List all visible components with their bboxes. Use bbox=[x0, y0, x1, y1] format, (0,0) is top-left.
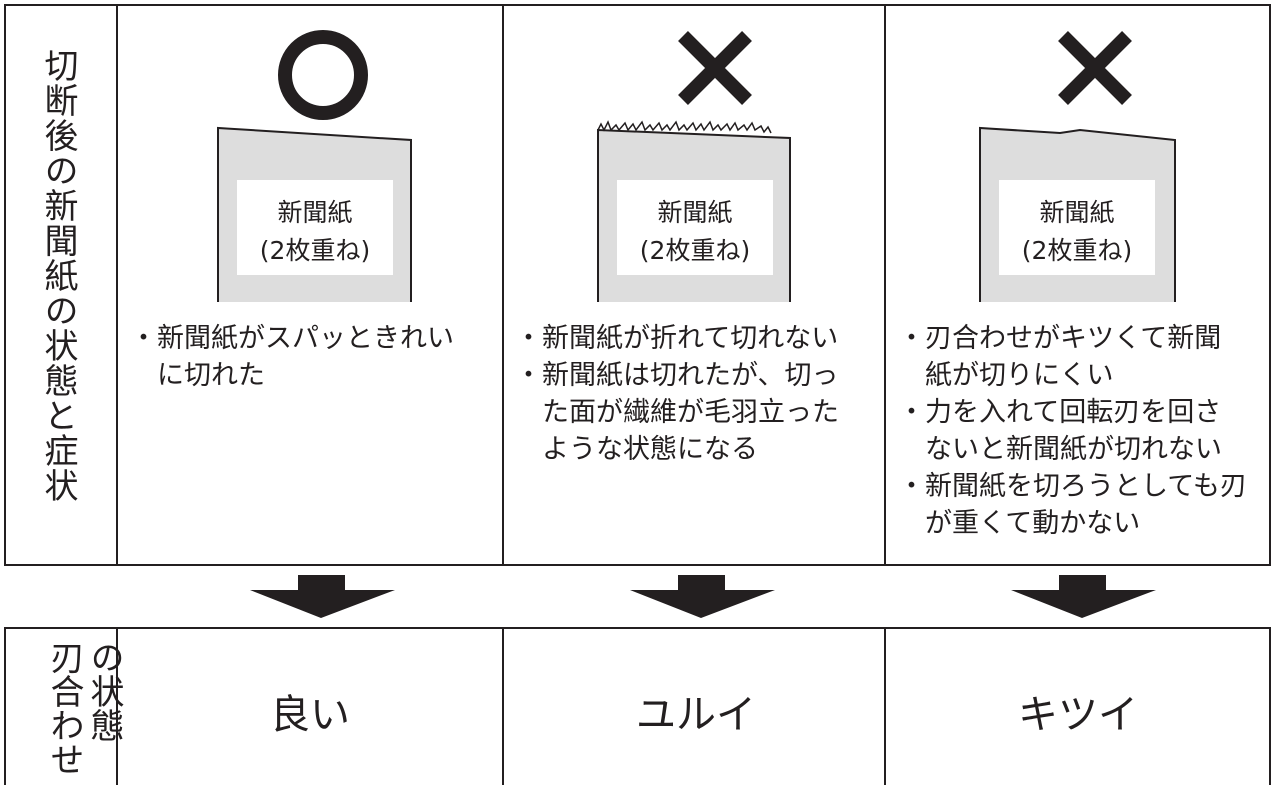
paper-label: 新聞紙 bbox=[277, 198, 353, 227]
paper-label: 新聞紙 bbox=[657, 198, 733, 227]
row-header: 刃合わせ の状態 bbox=[44, 640, 124, 776]
state-label: 良い bbox=[270, 692, 350, 738]
paper-label: 新聞紙 bbox=[1039, 198, 1115, 227]
symptom-item: 刃合わせがキツくて新聞紙が切りにくい bbox=[898, 320, 1248, 394]
symptom-list: 新聞紙がスパッときれいに切れた bbox=[130, 320, 480, 394]
row-header: 切断後の新聞紙の状態と症状 bbox=[38, 48, 78, 503]
symptom-item: 新聞紙を切ろうとしても刃が重くて動かない bbox=[898, 468, 1248, 542]
paper-label: (2枚重ね) bbox=[1021, 236, 1133, 265]
symptom-item: 新聞紙が折れて切れない bbox=[515, 320, 865, 357]
symptom-list: 新聞紙が折れて切れない新聞紙は切れたが、切った面が繊維が毛羽立ったような状態にな… bbox=[515, 320, 865, 468]
state-label: キツイ bbox=[1018, 692, 1138, 738]
row-header-line: 刃合わせ bbox=[44, 640, 84, 776]
row-header-line: の状態 bbox=[84, 640, 124, 742]
state-label: ユルイ bbox=[636, 692, 756, 738]
paper-label: (2枚重ね) bbox=[259, 236, 371, 265]
paper-label: (2枚重ね) bbox=[639, 236, 751, 265]
symptom-item: 新聞紙は切れたが、切った面が繊維が毛羽立ったような状態になる bbox=[515, 357, 865, 468]
symptom-list: 刃合わせがキツくて新聞紙が切りにくい力を入れて回転刃を回さないと新聞紙が切れない… bbox=[898, 320, 1248, 542]
symptom-item: 力を入れて回転刃を回さないと新聞紙が切れない bbox=[898, 394, 1248, 468]
symptom-item: 新聞紙がスパッときれいに切れた bbox=[130, 320, 480, 394]
